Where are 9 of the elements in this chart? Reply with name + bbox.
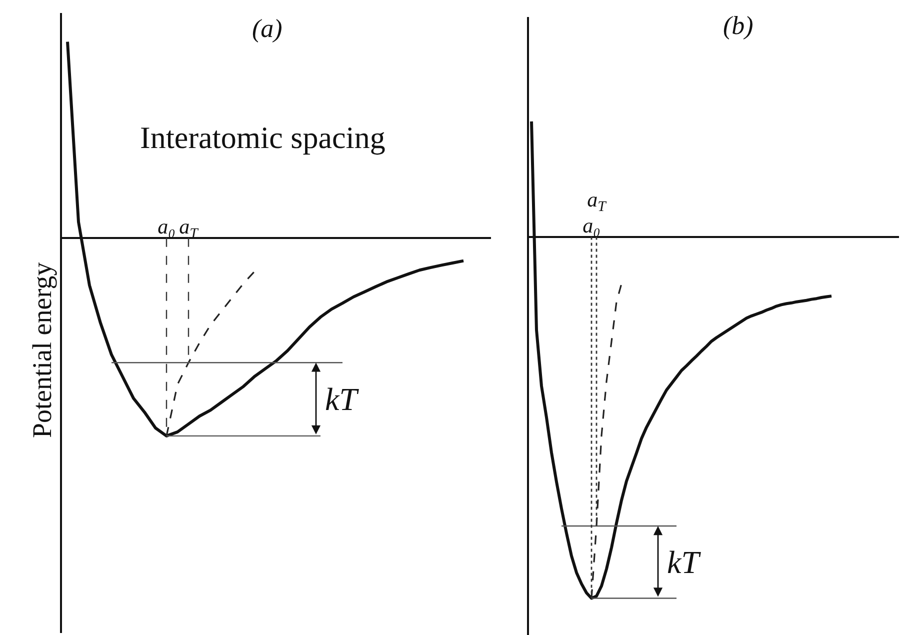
x-tick-label: a₀ xyxy=(582,214,600,238)
x-axis-title: Interatomic spacing xyxy=(140,120,386,155)
chart-title: (a) xyxy=(252,14,282,43)
x-tick-label: a$_{T}$ xyxy=(587,188,608,215)
y-axis-title: Potential energy xyxy=(27,262,57,438)
x-tick-label: a₀ xyxy=(158,214,176,239)
chart-title: (b) xyxy=(723,11,754,40)
annotation: kT xyxy=(325,381,360,417)
annotation: kT xyxy=(667,544,702,580)
